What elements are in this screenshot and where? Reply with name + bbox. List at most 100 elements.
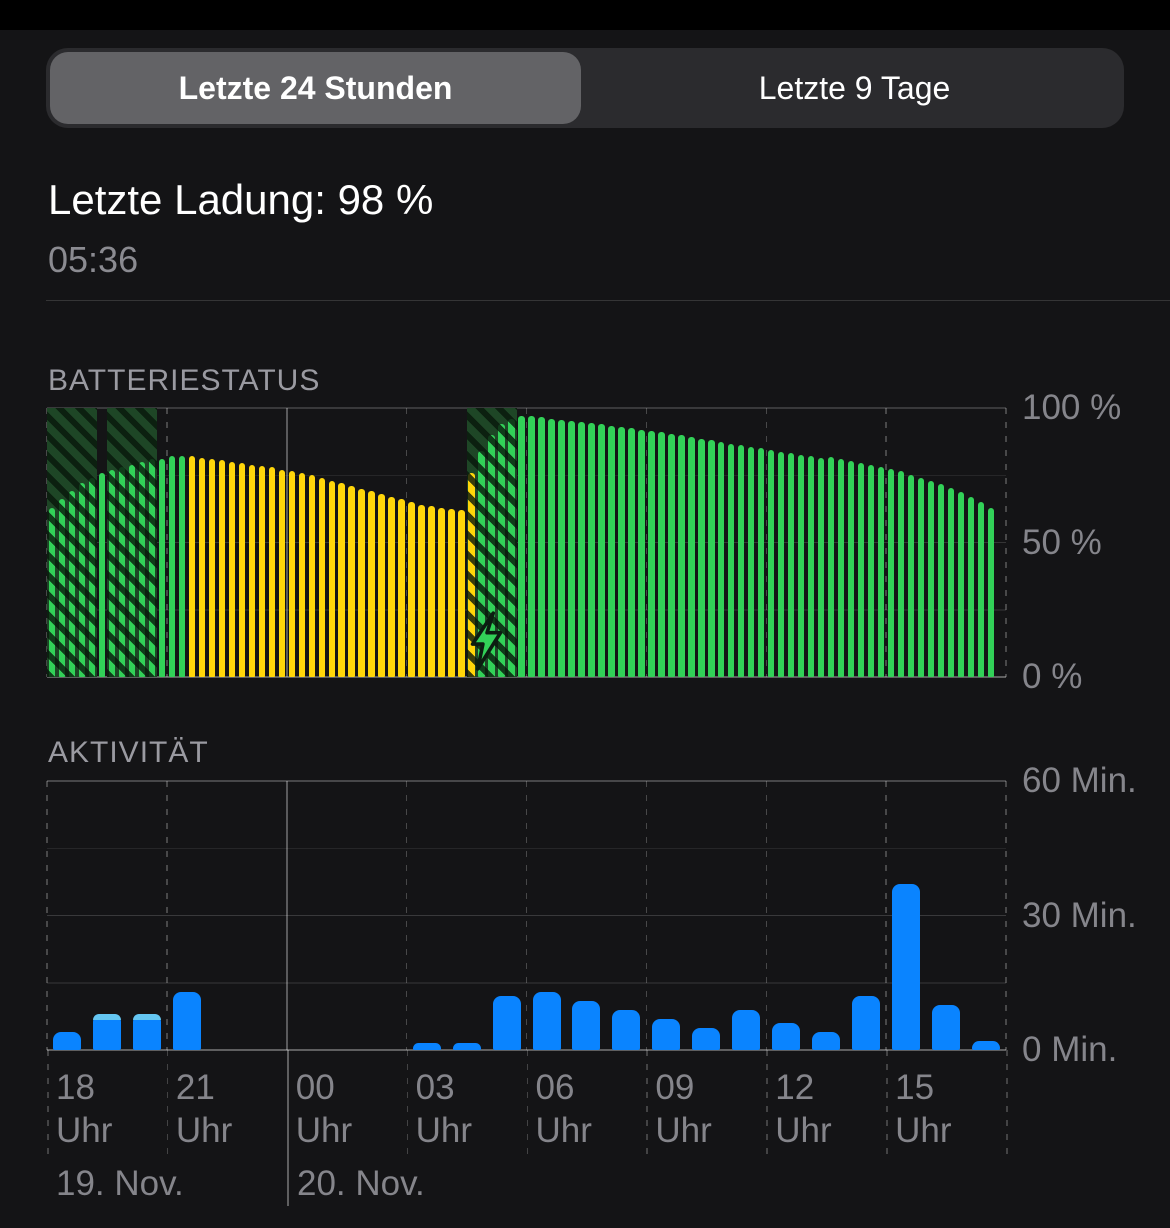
activity-bar <box>532 991 561 1050</box>
horizontal-gridline <box>47 847 1006 849</box>
battery-level-bar <box>438 507 445 677</box>
battery-level-bar <box>788 453 795 677</box>
battery-level-bar <box>188 456 196 677</box>
battery-level-bar <box>897 471 905 677</box>
battery-level-bar <box>238 463 245 677</box>
horizontal-gridline <box>47 780 1006 782</box>
battery-level-bar <box>308 475 315 677</box>
battery-level-bar <box>688 437 695 677</box>
hour-gridline <box>1005 781 1007 1050</box>
last-charge-title: Letzte Ladung: 98 % <box>48 176 434 223</box>
x-axis-hour-label: 12 Uhr <box>775 1068 832 1150</box>
tab-letzte-24-stunden[interactable]: Letzte 24 Stunden <box>46 48 585 128</box>
hour-gridline <box>1005 408 1007 677</box>
activity-bar <box>812 1032 841 1050</box>
battery-level-bar <box>218 460 225 677</box>
battery-level-bar <box>528 416 535 677</box>
activity-bar <box>852 996 881 1050</box>
activity-bar <box>732 1009 761 1050</box>
tab-letzte-9-tage[interactable]: Letzte 9 Tage <box>585 48 1124 128</box>
battery-level-bar <box>917 477 925 677</box>
battery-level-bar <box>288 471 295 677</box>
activity-y-axis-label: 0 Min. <box>1022 1030 1118 1069</box>
battery-level-bar <box>318 477 325 677</box>
midnight-gridline <box>286 781 288 1050</box>
battery-level-bar <box>648 430 655 677</box>
battery-level-bar <box>578 422 585 677</box>
battery-level-bar <box>398 499 405 677</box>
hour-tick-line <box>166 1050 169 1158</box>
battery-level-bar <box>817 457 825 677</box>
battery-level-bar <box>98 472 106 677</box>
battery-level-bar <box>618 426 625 677</box>
horizontal-gridline <box>47 676 1006 678</box>
battery-level-bar <box>418 504 425 677</box>
battery-level-bar <box>708 440 715 677</box>
battery-y-axis-label: 100 % <box>1022 388 1122 427</box>
activity-bar <box>92 1014 121 1050</box>
hour-gridline <box>46 781 48 1050</box>
last-charge-time: 05:36 <box>48 239 139 280</box>
midnight-tick-line <box>286 1050 289 1206</box>
battery-level-bar <box>698 438 705 677</box>
charging-hatch-overlay <box>106 408 157 677</box>
hour-tick-line <box>526 1050 528 1158</box>
battery-level-bar <box>907 474 915 677</box>
activity-bar <box>172 991 201 1050</box>
charging-bolt-icon <box>470 611 503 671</box>
status-bar-strip <box>0 0 1170 30</box>
battery-level-bar <box>778 451 785 677</box>
battery-level-bar <box>857 462 865 677</box>
activity-bar <box>492 996 521 1050</box>
battery-level-bar <box>678 435 685 677</box>
battery-level-bar <box>967 496 975 677</box>
activity-bar <box>572 1000 601 1050</box>
battery-level-bar <box>758 448 765 677</box>
battery-level-bar <box>168 456 176 677</box>
battery-level-bar <box>298 472 305 677</box>
battery-level-bar <box>837 458 845 677</box>
battery-level-bar <box>957 492 965 677</box>
battery-level-bar <box>408 502 415 677</box>
battery-y-axis-label: 50 % <box>1022 522 1102 562</box>
date-label-19-nov: 19. Nov. <box>56 1164 184 1203</box>
battery-level-bar <box>558 419 565 677</box>
activity-bar <box>452 1043 481 1050</box>
battery-level-bar <box>977 502 985 677</box>
activity-section-title: AKTIVITÄT <box>48 736 209 769</box>
hour-gridline <box>645 781 648 1050</box>
battery-level-bar <box>638 429 645 677</box>
activity-bar <box>772 1023 801 1050</box>
battery-level-bar <box>798 454 805 677</box>
horizontal-gridline <box>47 474 1006 476</box>
x-axis-hour-label: 15 Uhr <box>895 1068 952 1150</box>
chart-right-edge-tick <box>1006 1050 1008 1158</box>
battery-level-bar <box>937 484 945 677</box>
battery-level-bar <box>228 461 235 677</box>
hour-tick-line <box>406 1050 409 1158</box>
battery-level-bar <box>358 488 365 677</box>
activity-chart[interactable] <box>46 780 1007 1051</box>
battery-status-chart[interactable] <box>46 407 1007 678</box>
hour-gridline <box>405 781 408 1050</box>
battery-level-bar <box>738 445 745 677</box>
x-axis-hour-label: 03 Uhr <box>415 1068 473 1150</box>
battery-level-bar <box>548 418 555 677</box>
battery-level-bar <box>158 459 166 677</box>
horizontal-gridline <box>47 407 1006 409</box>
battery-level-bar <box>178 456 186 677</box>
battery-level-bar <box>258 465 265 677</box>
battery-level-bar <box>847 460 855 677</box>
date-label-20-nov: 20. Nov. <box>297 1164 425 1203</box>
separator-line <box>46 300 1170 301</box>
battery-level-bar <box>458 510 465 677</box>
battery-level-bar <box>368 491 375 677</box>
hour-tick-line <box>766 1050 768 1158</box>
battery-level-bar <box>608 425 615 677</box>
hour-tick-line <box>886 1050 888 1158</box>
activity-bar <box>972 1041 1001 1050</box>
activity-bar <box>892 884 921 1050</box>
battery-level-bar <box>538 417 545 677</box>
hour-gridline <box>765 781 767 1050</box>
